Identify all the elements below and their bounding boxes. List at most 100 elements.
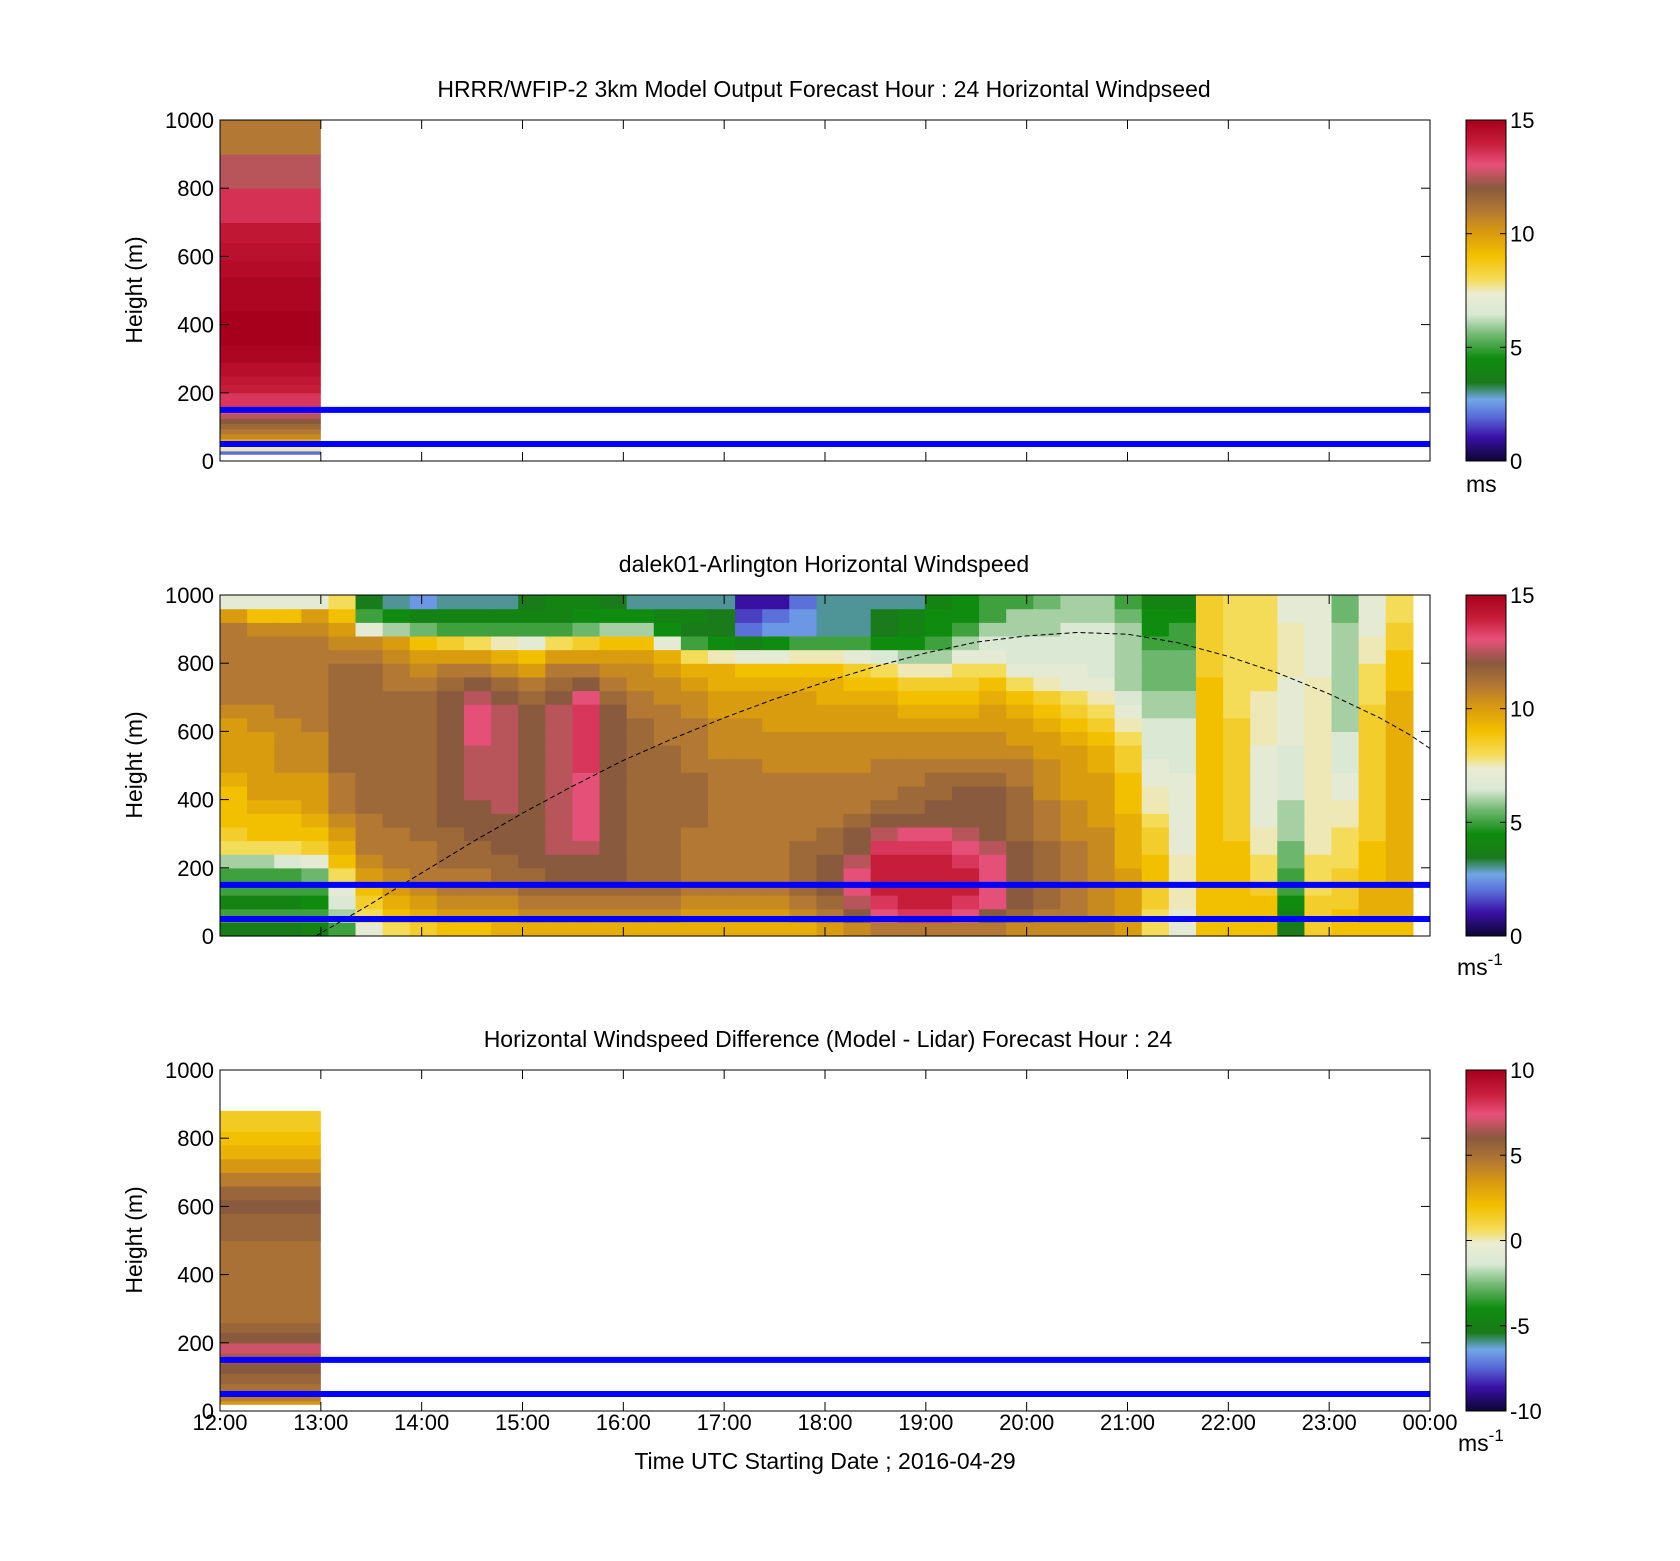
heatmap-cell (1358, 840, 1387, 855)
heatmap-cell (463, 826, 492, 842)
heatmap-cell (599, 731, 628, 746)
heatmap-cell (979, 690, 1007, 705)
heatmap-cell (1141, 649, 1170, 664)
heatmap-cell (1141, 717, 1170, 732)
heatmap-cell (274, 867, 302, 883)
heatmap-cell (1168, 922, 1197, 937)
heatmap-cell (1141, 895, 1170, 910)
heatmap-cell (1060, 840, 1089, 855)
heatmap-cell (897, 676, 926, 692)
heatmap-cell (491, 895, 519, 910)
heatmap-cell (1114, 649, 1143, 664)
heatmap-cell (220, 443, 321, 452)
heatmap-cell (491, 826, 519, 842)
heatmap-cell (1223, 717, 1251, 732)
heatmap-cell (1060, 704, 1089, 719)
heatmap-cell (924, 813, 953, 828)
heatmap-cell (518, 799, 546, 814)
heatmap-cell (1385, 608, 1414, 623)
heatmap-cell (680, 745, 709, 760)
heatmap-cell (653, 813, 682, 828)
heatmap-cell (599, 799, 628, 814)
heatmap-cell (735, 854, 763, 869)
heatmap-cell (1114, 622, 1143, 637)
heatmap-cell (626, 704, 655, 719)
heatmap-cell (572, 826, 601, 842)
heatmap-cell (1060, 854, 1089, 869)
heatmap-cell (301, 704, 330, 719)
heatmap-cell (789, 799, 818, 814)
heatmap-cell (1141, 731, 1170, 746)
heatmap-cell (382, 690, 411, 705)
heatmap-cell (1060, 649, 1089, 664)
heatmap-cell (979, 608, 1007, 623)
heatmap-cell (436, 758, 465, 773)
model-y-axis: 0 200 400 600 800 1000 (165, 108, 1430, 474)
heatmap-cell (220, 259, 321, 278)
heatmap-cell (220, 1393, 321, 1402)
heatmap-cell (220, 1400, 321, 1405)
heatmap-cell (1331, 799, 1360, 814)
heatmap-cell (1250, 895, 1278, 910)
heatmap-cell (220, 375, 321, 385)
heatmap-cell (409, 813, 438, 828)
heatmap-cell (518, 731, 546, 746)
heatmap-cell (409, 663, 438, 678)
heatmap-cell (951, 690, 980, 705)
heatmap-cell (870, 895, 899, 910)
heatmap-cell (626, 649, 655, 664)
heatmap-cell (1358, 635, 1387, 651)
heatmap-cell (951, 635, 980, 651)
heatmap-cell (1114, 663, 1143, 678)
heatmap-cell (897, 635, 926, 651)
heatmap-cell (653, 635, 682, 651)
heatmap-cell (545, 772, 574, 787)
heatmap-cell (924, 799, 953, 814)
heatmap-cell (491, 785, 519, 801)
heatmap-cell (355, 608, 384, 623)
heatmap-cell (301, 772, 330, 787)
heatmap-cell (491, 635, 519, 651)
heatmap-cell (220, 222, 321, 244)
heatmap-cell (1060, 772, 1089, 787)
heatmap-cell (762, 663, 790, 678)
heatmap-cell (355, 595, 384, 610)
heatmap-cell (572, 745, 601, 760)
heatmap-cell (680, 690, 709, 705)
heatmap-cell (545, 799, 574, 814)
heatmap-cell (1006, 649, 1034, 664)
heatmap-cell (789, 608, 818, 623)
heatmap-cell (1358, 922, 1387, 937)
heatmap-cell (762, 704, 790, 719)
heatmap-cell (735, 635, 763, 651)
heatmap-cell (680, 758, 709, 773)
heatmap-cell (707, 799, 736, 814)
heatmap-cell (1250, 826, 1278, 842)
heatmap-cell (816, 745, 845, 760)
heatmap-cell (409, 854, 438, 869)
heatmap-cell (220, 785, 248, 801)
heatmap-cell (1087, 826, 1116, 842)
heatmap-cell (436, 867, 465, 883)
heatmap-cell (979, 785, 1007, 801)
heatmap-cell (843, 854, 872, 869)
heatmap-cell (1141, 854, 1170, 869)
heatmap-cell (1195, 690, 1224, 705)
heatmap-cell (247, 854, 275, 869)
heatmap-cell (1304, 854, 1333, 869)
heatmap-cell (626, 663, 655, 678)
heatmap-cell (1223, 731, 1251, 746)
heatmap-cell (1087, 608, 1116, 623)
heatmap-cell (979, 731, 1007, 746)
heatmap-cell (951, 867, 980, 883)
heatmap-cell (680, 799, 709, 814)
x-axis-label: Time UTC Starting Date ; 2016-04-29 (634, 1448, 1015, 1474)
heatmap-cell (1033, 663, 1062, 678)
heatmap-cell (979, 813, 1007, 828)
heatmap-cell (436, 895, 465, 910)
x-tick-label: 00:00 (1402, 1410, 1457, 1435)
heatmap-cell (1250, 731, 1278, 746)
heatmap-cell (220, 1363, 321, 1375)
heatmap-cell (1331, 731, 1360, 746)
heatmap-cell (1168, 676, 1197, 692)
